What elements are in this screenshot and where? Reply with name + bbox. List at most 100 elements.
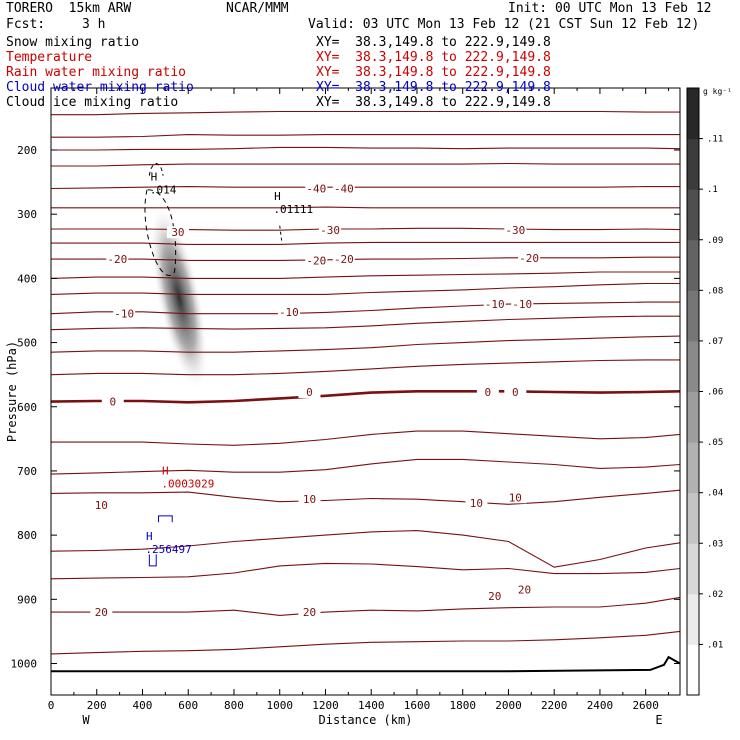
east-label: E (655, 713, 662, 727)
isotherm (51, 162, 680, 167)
colorbar-segment (687, 340, 699, 392)
x-tick-label: 1800 (449, 699, 476, 712)
isotherm-label: -20 (334, 253, 354, 266)
colorbar-label: .07 (707, 337, 723, 347)
isotherm-label: -10 (279, 306, 299, 319)
isotherm (50, 458, 681, 475)
isotherm (50, 301, 680, 315)
label-bg (513, 583, 536, 596)
colorbar-segment (687, 239, 699, 291)
isotherm (50, 271, 680, 279)
y-tick-label: 800 (17, 529, 37, 542)
x-tick-label: 1200 (312, 699, 339, 712)
label-bg (476, 385, 499, 398)
label-bg (504, 491, 527, 504)
colorbar-label: .11 (707, 135, 723, 145)
field-xy: XY= 38.3,149.8 to 222.9,149.8 (316, 35, 551, 50)
colorbar-label: .08 (707, 286, 723, 296)
isotherm-label: 10 (509, 491, 522, 504)
isotherm (50, 562, 681, 580)
axes: 0 200 400 600 800 1000 1200 1400 1600 1800 2000 220… (5, 87, 681, 727)
isotherm-label: 0 (512, 386, 519, 399)
field-xy: XY= 38.3,149.8 to 222.9,149.8 (316, 65, 551, 80)
colorbar-label: .05 (707, 438, 723, 448)
y-tick-label: 300 (17, 208, 37, 221)
label-bg (113, 307, 136, 320)
colorbar-segment (687, 290, 699, 342)
snow-contour (148, 163, 164, 176)
label-bg (90, 606, 113, 619)
field-xy: XY= 38.3,149.8 to 222.9,149.8 (316, 95, 551, 110)
isotherm (50, 359, 680, 376)
isotherm (50, 282, 680, 295)
isotherm (51, 206, 680, 209)
field-xy: XY= 38.3,149.8 to 222.9,149.8 (316, 50, 551, 65)
label-bg (332, 253, 355, 266)
label-bg (101, 395, 124, 408)
colorbar-label: .09 (707, 236, 723, 246)
label-bg (298, 385, 321, 398)
isotherm-label: 20 (518, 584, 531, 597)
label-bg (483, 590, 506, 603)
cloud-water-contour (148, 554, 157, 567)
label-bg (483, 298, 506, 311)
x-tick-label: 1400 (358, 699, 385, 712)
colorbar-label: .1 (707, 185, 718, 195)
ice-contour (279, 225, 283, 244)
colorbar-segment (687, 138, 699, 190)
x-tick-label: 800 (224, 699, 244, 712)
isotherm-label: 0 (306, 386, 313, 399)
label-bg (305, 182, 328, 195)
x-tick-label: 0 (48, 699, 55, 712)
field-name: Cloud ice mixing ratio (6, 95, 179, 110)
field-name: Cloud water mixing ratio (6, 80, 194, 95)
max-marker-value: .0003029 (161, 477, 214, 490)
isotherm (50, 530, 681, 568)
colorbar-segment (687, 644, 699, 696)
colorbar-segment (687, 593, 699, 645)
x-tick-label: 2600 (632, 699, 659, 712)
isotherm (51, 227, 681, 231)
isotherm (50, 315, 680, 331)
center-name: NCAR/MMM (226, 1, 289, 16)
isotherm-label: -10 (485, 298, 505, 311)
fcst-label: Fcst: (6, 17, 46, 32)
max-marker-label: H (146, 530, 153, 543)
label-bg (504, 224, 527, 237)
snow-contour (144, 189, 177, 276)
label-bg (332, 182, 355, 195)
snow-shading (149, 204, 209, 391)
valid-time: Valid: 03 UTC Mon 13 Feb 12 (21 CST Sun … (308, 17, 700, 32)
max-marker-value: .256497 (145, 543, 191, 556)
x-tick-label: 2200 (541, 699, 568, 712)
isotherm (51, 241, 680, 245)
colorbar: .01 .02 .03 .04 .05 .06 .07 .08 .09 .1 .11 g kg⁻¹ (686, 87, 732, 696)
max-marker-value: .014 (150, 184, 177, 197)
colorbar-segment (687, 492, 699, 544)
field-name: Temperature (6, 50, 93, 65)
y-axis-label: Pressure (hPa) (5, 341, 19, 442)
label-bg (511, 298, 534, 311)
y-tick-label: 1000 (11, 658, 38, 671)
isotherm (51, 596, 681, 616)
field-name: Snow mixing ratio (6, 35, 140, 50)
plot-frame (50, 87, 681, 696)
colorbar-segment (687, 88, 699, 140)
isotherm-zero (50, 390, 681, 404)
label-bg (518, 251, 541, 264)
colorbar-segment (687, 189, 699, 241)
field-xy: XY= 38.3,149.8 to 222.9,149.8 (316, 80, 551, 95)
isotherm-label: 10 (95, 499, 108, 512)
isotherm-label: -30 (320, 224, 340, 237)
isotherm-label: -40 (306, 183, 326, 196)
init-time: Init: 00 UTC Mon 13 Feb 12 (508, 1, 712, 16)
label-bg (305, 254, 328, 267)
label-bg (166, 226, 189, 239)
isotherm (50, 630, 681, 655)
label-bg (319, 224, 342, 237)
isotherm (50, 186, 680, 190)
isotherm (51, 110, 680, 116)
label-bg (90, 498, 113, 511)
max-marker-label: H (274, 190, 281, 203)
